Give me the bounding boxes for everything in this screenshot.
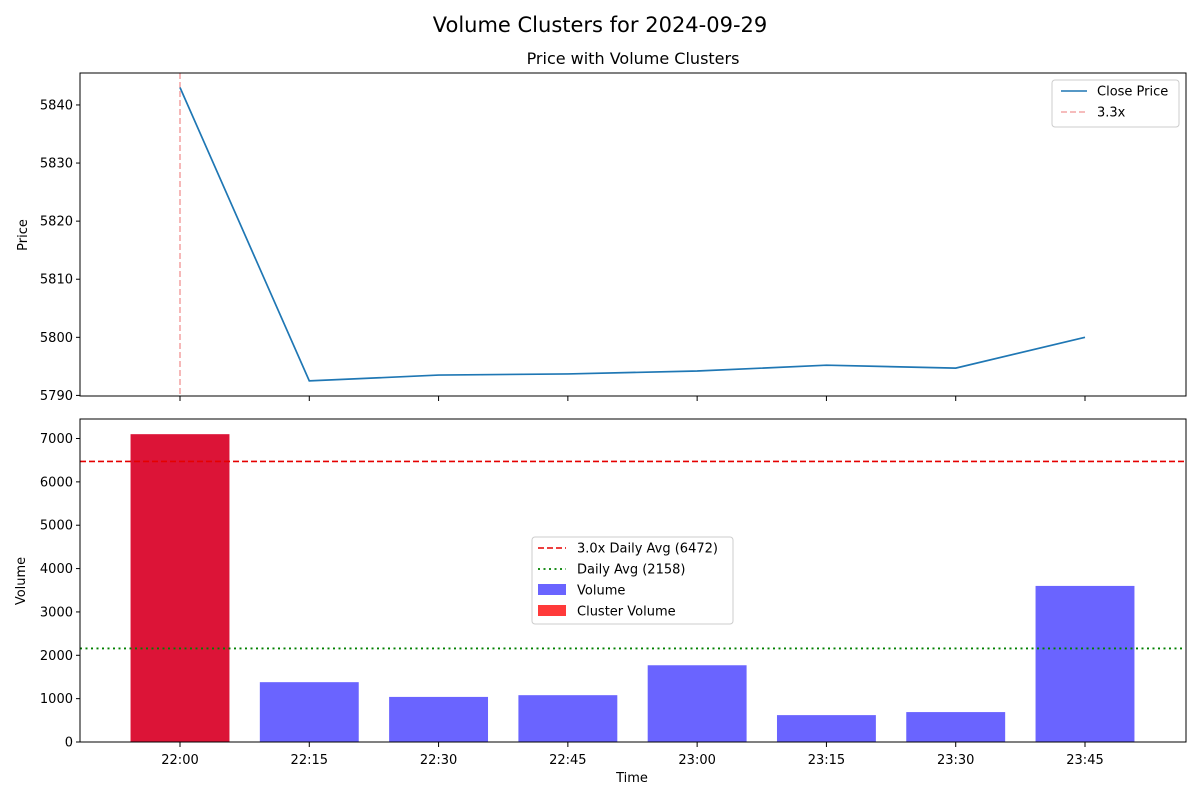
volume-y-tick-label: 4000 — [40, 562, 73, 577]
volume-y-tick-label: 3000 — [40, 605, 73, 620]
volume-bar — [647, 665, 747, 742]
price-x-ticks — [179, 396, 1086, 401]
time-tick-label: 23:30 — [937, 753, 974, 768]
price-y-tick-label: 5820 — [40, 215, 73, 230]
volume-bar — [389, 696, 489, 742]
volume-y-tick-label: 5000 — [40, 519, 73, 534]
volume-axis-label: Volume — [14, 557, 29, 605]
price-y-tick-label: 5840 — [40, 98, 73, 113]
close-price-line — [179, 87, 1086, 382]
volume-bars — [130, 434, 1135, 742]
time-tick-label: 22:00 — [161, 753, 198, 768]
average-lines — [80, 460, 1186, 650]
volume-y-tick-label: 1000 — [40, 692, 73, 707]
price-y-tick-label: 5800 — [40, 331, 73, 346]
volume-plot-frame — [79, 418, 1187, 743]
price-legend-label: Close Price — [1097, 85, 1168, 100]
time-tick-label: 23:15 — [808, 753, 845, 768]
volume-bar — [1035, 585, 1135, 742]
price-y-tick-label: 5790 — [40, 389, 73, 404]
time-tick-label: 22:45 — [549, 753, 586, 768]
volume-y-tick-label: 7000 — [40, 432, 73, 447]
price-y-tick-label: 5830 — [40, 157, 73, 172]
price-y-ticks: 5790 5800 5810 5820 5830 5840 — [40, 98, 80, 404]
price-plot-frame — [79, 72, 1187, 397]
volume-legend-box — [531, 536, 734, 625]
volume-y-tick-label: 6000 — [40, 475, 73, 490]
volume-legend: 3.0x Daily Avg (6472) Daily Avg (2158) V… — [531, 536, 734, 625]
volume-x-ticks: 22:00 22:15 22:30 22:45 23:00 23:15 23:30 23:45 — [161, 742, 1104, 768]
volume-panel: Volume Time 0 1000 2000 3000 4000 5000 6000 700… — [14, 418, 1187, 786]
volume-y-tick-label: 0 — [65, 736, 73, 751]
volume-legend-label: Volume — [577, 584, 625, 599]
price-panel: Price with Volume Clusters Price 5790 580… — [16, 49, 1187, 404]
volume-bar — [259, 682, 359, 742]
price-legend: Close Price 3.3x — [1051, 79, 1180, 128]
threshold-legend-label: 3.0x Daily Avg (6472) — [577, 542, 718, 557]
time-tick-label: 23:00 — [678, 753, 715, 768]
volume-legend-swatch — [538, 584, 566, 595]
volume-bar — [776, 715, 876, 742]
figure-title: Volume Clusters for 2024-09-29 — [433, 13, 768, 37]
time-tick-label: 22:15 — [291, 753, 328, 768]
time-axis-label: Time — [615, 771, 648, 786]
marker-legend-label: 3.3x — [1097, 106, 1126, 121]
price-y-tick-label: 5810 — [40, 273, 73, 288]
cluster-volume-bar — [130, 434, 230, 742]
price-series — [179, 87, 1086, 382]
time-tick-label: 22:30 — [420, 753, 457, 768]
cluster-legend-swatch — [538, 605, 566, 616]
volume-y-ticks: 0 1000 2000 3000 4000 5000 6000 7000 — [40, 432, 80, 751]
price-panel-title: Price with Volume Clusters — [527, 49, 740, 68]
volume-y-tick-label: 2000 — [40, 649, 73, 664]
price-axis-label: Price — [16, 219, 31, 251]
cluster-legend-label: Cluster Volume — [577, 605, 676, 620]
avg-legend-label: Daily Avg (2158) — [577, 563, 685, 578]
volume-bar — [906, 712, 1006, 742]
time-tick-label: 23:45 — [1066, 753, 1103, 768]
volume-bar — [518, 695, 618, 742]
